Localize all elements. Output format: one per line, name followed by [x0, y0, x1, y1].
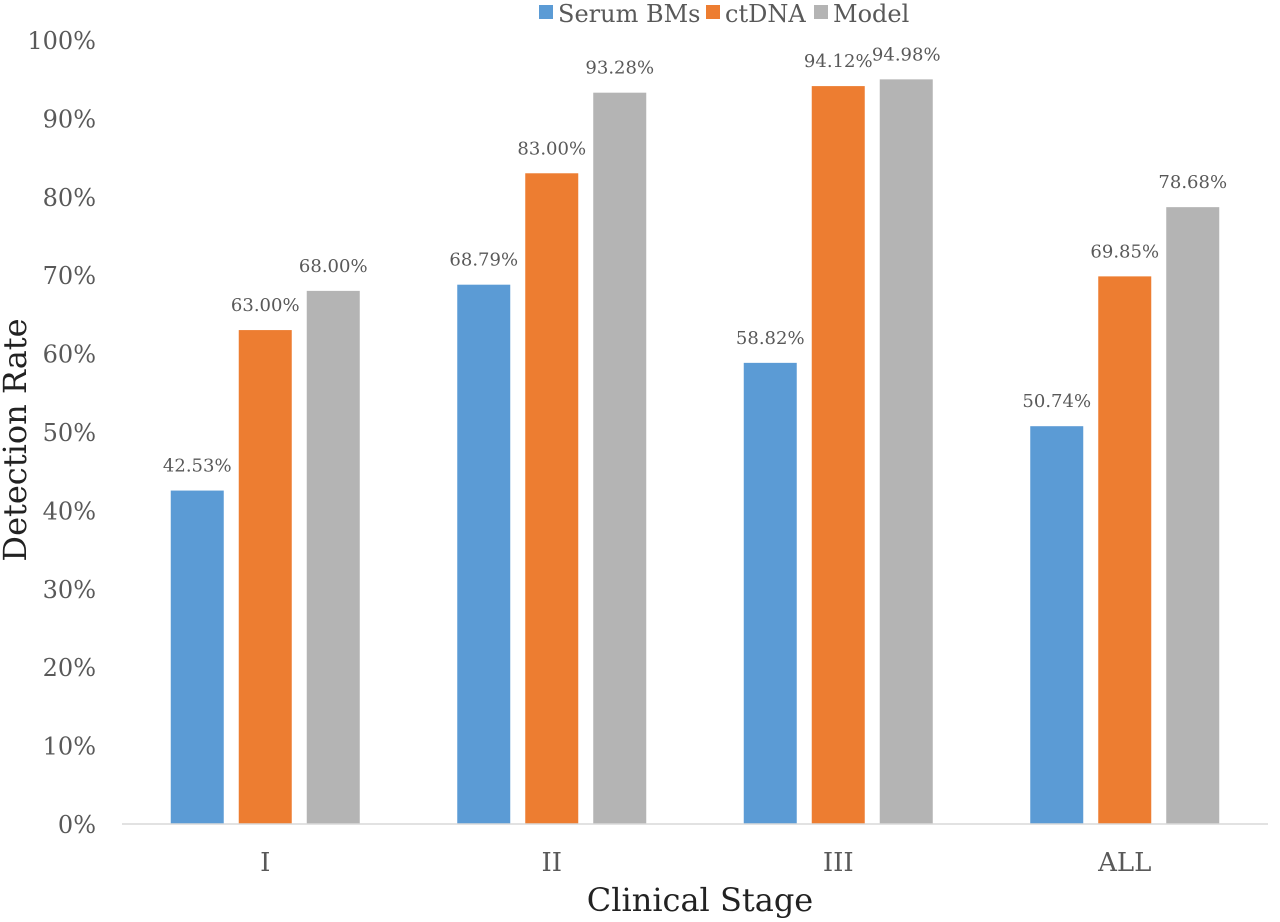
- bar-model-i: [306, 290, 360, 824]
- y-tick-label: 50%: [43, 419, 96, 447]
- data-label: 93.28%: [585, 58, 654, 79]
- legend-swatch-serum-bms: [539, 5, 553, 19]
- bar-model-all: [1166, 207, 1220, 824]
- legend-label-ctdna: ctDNA: [725, 0, 806, 28]
- y-tick-label: 60%: [43, 341, 96, 369]
- bar-ctdna-all: [1098, 276, 1152, 825]
- data-label: 68.00%: [299, 256, 368, 277]
- data-label: 83.00%: [517, 138, 586, 159]
- bar-serum-bms-iii: [743, 362, 797, 824]
- y-tick-label: 40%: [43, 497, 96, 525]
- x-category-label: ALL: [1097, 848, 1151, 878]
- y-tick-label: 90%: [43, 105, 96, 133]
- bar-ctdna-iii: [811, 86, 865, 825]
- bar-serum-bms-ii: [457, 284, 511, 824]
- legend-label-model: Model: [833, 0, 909, 28]
- y-tick-label: 30%: [43, 576, 96, 604]
- y-tick-label: 0%: [58, 811, 96, 839]
- x-category-label: II: [541, 848, 562, 878]
- legend-swatch-ctdna: [706, 5, 720, 19]
- y-tick-label: 80%: [43, 184, 96, 212]
- data-label: 50.74%: [1022, 391, 1091, 412]
- data-label: 58.82%: [736, 328, 805, 349]
- bar-model-ii: [593, 92, 647, 824]
- x-axis-categories: I II III ALL: [260, 848, 1151, 878]
- data-label: 78.68%: [1158, 172, 1227, 193]
- data-labels: 42.53% 68.79% 58.82% 50.74% 63.00% 83.00% 94.1…: [163, 44, 1227, 476]
- bar-serum-bms-i: [170, 490, 224, 824]
- y-tick-label: 10%: [43, 733, 96, 761]
- bar-ctdna-i: [238, 330, 292, 824]
- x-category-label: III: [823, 848, 854, 878]
- bar-model-iii: [879, 79, 933, 824]
- bar-ctdna-ii: [525, 173, 579, 824]
- legend: Serum BMs ctDNA Model: [539, 0, 909, 28]
- bar-series: [170, 79, 1220, 825]
- x-category-label: I: [260, 848, 270, 878]
- x-axis-title: Clinical Stage: [587, 881, 813, 918]
- legend-label-serum-bms: Serum BMs: [558, 0, 701, 28]
- data-label: 69.85%: [1090, 241, 1159, 262]
- data-label: 63.00%: [231, 295, 300, 316]
- y-tick-label: 20%: [43, 654, 96, 682]
- data-label: 42.53%: [163, 456, 232, 477]
- y-tick-label: 100%: [27, 27, 96, 55]
- bar-serum-bms-all: [1030, 426, 1084, 824]
- y-axis-title: Detection Rate: [0, 318, 34, 561]
- data-label: 94.12%: [804, 51, 873, 72]
- legend-swatch-model: [814, 5, 828, 19]
- y-axis-ticks: 0% 10% 20% 30% 40% 50% 60% 70% 80% 90% 100%: [27, 27, 96, 839]
- y-tick-label: 70%: [43, 262, 96, 290]
- data-label: 94.98%: [872, 44, 941, 65]
- data-label: 68.79%: [449, 250, 518, 271]
